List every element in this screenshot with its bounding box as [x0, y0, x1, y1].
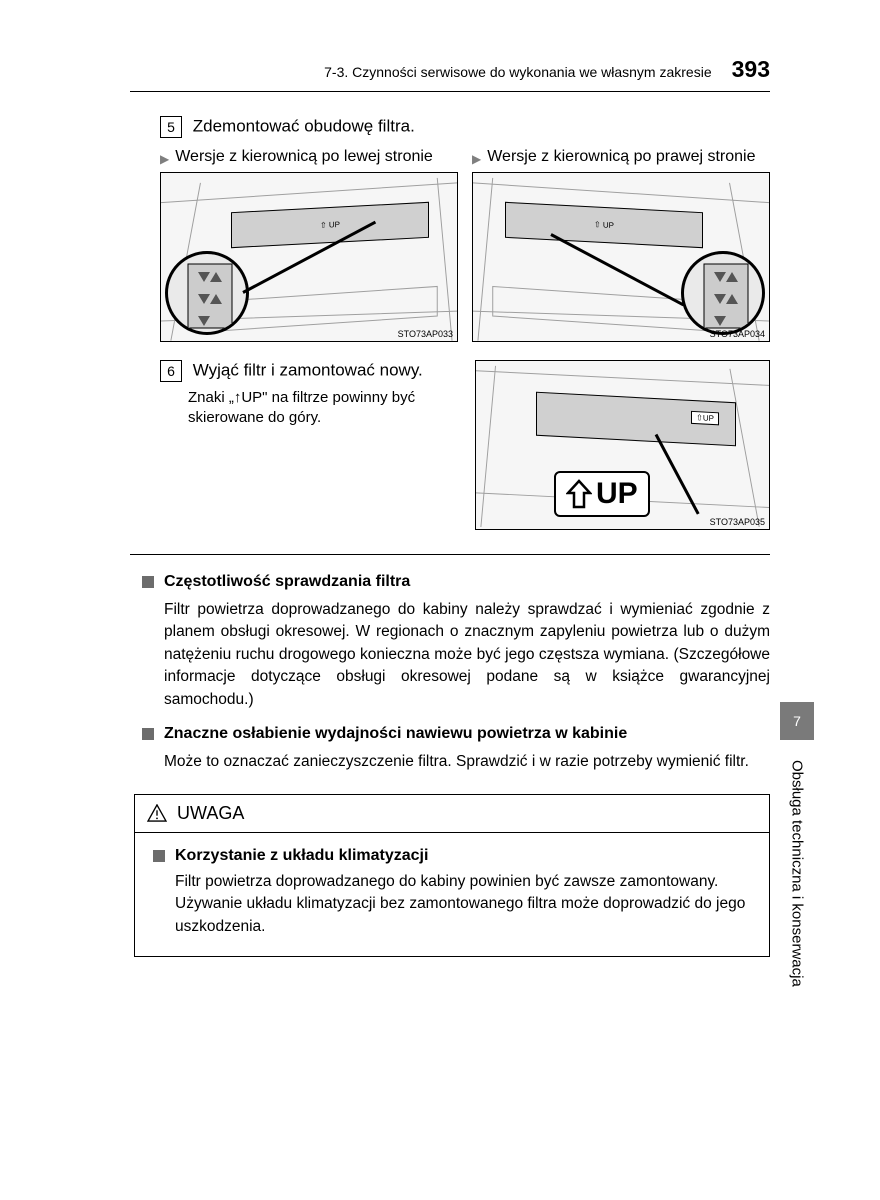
page-number: 393: [732, 56, 770, 83]
up-text: UP: [596, 477, 638, 511]
filter-up-mark: ⇧ UP: [320, 220, 340, 230]
callout-circle-right: [681, 251, 765, 335]
step-number-box: 6: [160, 360, 182, 382]
step-6-title-line: 6 Wyjąć filtr i zamontować nowy.: [160, 360, 455, 382]
warning-title-text: UWAGA: [177, 803, 244, 824]
diagram-left: ⇧ UP STO73AP033: [160, 172, 458, 342]
variant-right: ▶ Wersje z kierownicą po prawej stronie …: [472, 148, 770, 342]
variant-right-label: ▶ Wersje z kierownicą po prawej stronie: [472, 148, 770, 166]
filter-up-mark-small: ⇧UP: [691, 411, 719, 425]
chapter-number: 7: [793, 713, 801, 729]
diagram-right: ⇧ UP STO73AP034: [472, 172, 770, 342]
warning-paragraph: Filtr powietrza doprowadzanego do kabiny…: [175, 871, 751, 938]
square-bullet-icon: [153, 850, 165, 862]
square-bullet-icon: [142, 576, 154, 588]
info-heading-1: Częstotliwość sprawdzania filtra: [142, 573, 770, 591]
diagram-code-step6: STO73AP035: [710, 517, 765, 527]
warning-subheading-text: Korzystanie z układu klimatyzacji: [175, 847, 428, 865]
warning-subheading: Korzystanie z układu klimatyzacji: [153, 847, 751, 865]
variant-left-label: ▶ Wersje z kierownicą po lewej stronie: [160, 148, 458, 166]
callout-circle-left: [165, 251, 249, 335]
warning-triangle-icon: [147, 804, 167, 822]
info-heading-2-text: Znaczne osłabienie wydajności nawiewu po…: [164, 725, 627, 743]
step-5: 5 Zdemontować obudowę filtra.: [160, 116, 770, 138]
step-number-box: 5: [160, 116, 182, 138]
warning-body: Korzystanie z układu klimatyzacji Filtr …: [135, 833, 769, 956]
info-block-1: Częstotliwość sprawdzania filtra Filtr p…: [142, 573, 770, 774]
up-arrow-icon: [566, 479, 592, 509]
step-6: 6 Wyjąć filtr i zamontować nowy. Znaki „…: [160, 360, 770, 530]
diagram-code-left: STO73AP033: [398, 329, 453, 339]
chapter-tab: 7: [780, 702, 814, 740]
info-paragraph-2: Może to oznaczać zanieczyszczenie filtra…: [164, 751, 770, 773]
step-5-title: Zdemontować obudowę filtra.: [193, 116, 415, 135]
step-6-paragraph: Znaki „↑UP" na filtrze powinny być skier…: [188, 388, 455, 429]
variant-left: ▶ Wersje z kierownicą po lewej stronie ⇧…: [160, 148, 458, 342]
filter-up-mark: ⇧ UP: [594, 220, 614, 230]
square-bullet-icon: [142, 728, 154, 740]
variant-row: ▶ Wersje z kierownicą po lewej stronie ⇧…: [160, 148, 770, 342]
info-heading-1-text: Częstotliwość sprawdzania filtra: [164, 573, 410, 591]
diagram-step6: ⇧UP UP STO73AP035: [475, 360, 770, 530]
variant-right-text: Wersje z kierownicą po prawej stronie: [487, 148, 755, 166]
triangle-bullet-icon: ▶: [472, 152, 481, 166]
diagram-code-right: STO73AP034: [710, 329, 765, 339]
chapter-title-vertical: Obsługa techniczna i konserwacja: [780, 760, 814, 1080]
section-divider: [130, 554, 770, 555]
section-label: 7-3. Czynności serwisowe do wykonania we…: [324, 64, 712, 80]
up-callout-label: UP: [554, 471, 650, 517]
triangle-bullet-icon: ▶: [160, 152, 169, 166]
warning-box: UWAGA Korzystanie z układu klimatyzacji …: [134, 794, 770, 957]
variant-left-text: Wersje z kierownicą po lewej stronie: [175, 148, 433, 166]
page-header: 7-3. Czynności serwisowe do wykonania we…: [130, 56, 770, 92]
warning-title-bar: UWAGA: [135, 795, 769, 833]
step-6-title: Wyjąć filtr i zamontować nowy.: [193, 360, 423, 379]
info-heading-2: Znaczne osłabienie wydajności nawiewu po…: [142, 725, 770, 743]
info-paragraph-1: Filtr powietrza doprowadzanego do kabiny…: [164, 599, 770, 711]
chapter-title-text: Obsługa techniczna i konserwacja: [789, 760, 806, 987]
